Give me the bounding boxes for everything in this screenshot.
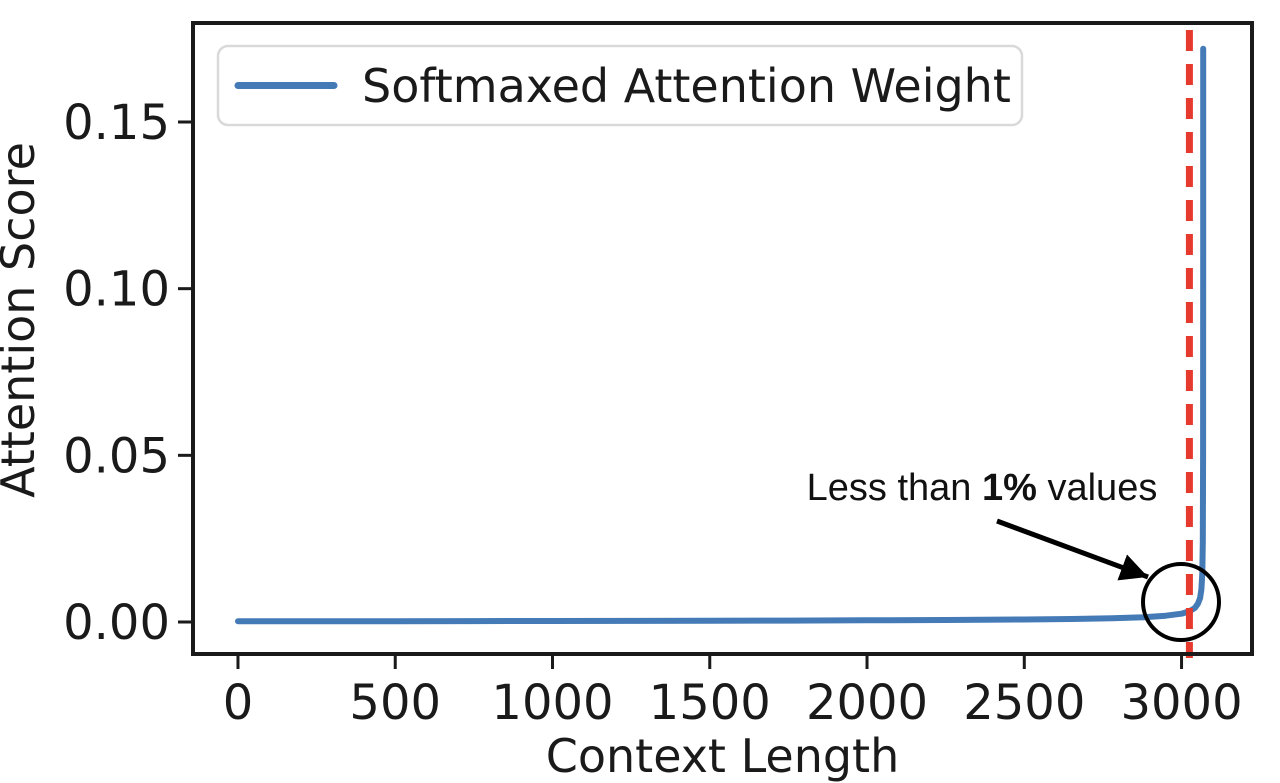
legend-label: Softmaxed Attention Weight [362, 59, 1011, 113]
annotation: Less than 1% values [807, 467, 1221, 642]
y-tick-label: 0.15 [63, 95, 170, 151]
annotation-circle-icon [1141, 562, 1221, 642]
y-tick-label: 0.05 [63, 428, 170, 484]
x-tick-label: 500 [349, 675, 441, 731]
x-tick-label: 2500 [963, 675, 1085, 731]
legend: Softmaxed Attention Weight [216, 44, 1024, 127]
y-axis-ticks: 0.00 0.05 0.10 0.15 [63, 95, 193, 651]
x-tick-label: 1500 [649, 675, 771, 731]
y-tick-label: 0.10 [63, 262, 170, 318]
plot-frame [191, 21, 1254, 656]
y-tick-label: 0.00 [63, 595, 170, 651]
x-tick-label: 1000 [491, 675, 613, 731]
x-axis-label: Context Length [546, 729, 900, 783]
y-axis-label: Attention Score [0, 142, 45, 498]
x-tick-label: 0 [223, 675, 254, 731]
attention-line [235, 45, 1207, 625]
x-tick-label: 2000 [806, 675, 928, 731]
x-tick-label: 3000 [1120, 675, 1242, 731]
x-axis-ticks: 0 500 1000 1500 2000 2500 3000 [223, 654, 1243, 731]
annotation-arrow-icon [996, 518, 1149, 581]
annotation-text: Less than 1% values [807, 467, 1158, 509]
legend-box [216, 44, 1024, 127]
